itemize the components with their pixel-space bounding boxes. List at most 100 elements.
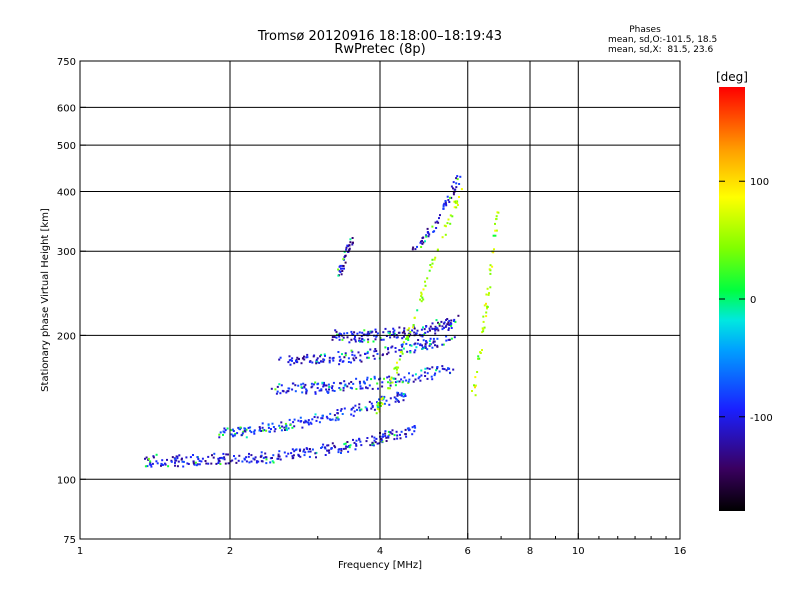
data-point	[260, 451, 263, 454]
data-point	[271, 422, 274, 425]
data-point	[147, 457, 150, 460]
data-point	[353, 337, 356, 340]
data-point	[441, 365, 444, 368]
data-point	[253, 430, 256, 433]
data-point	[341, 338, 344, 341]
data-point	[387, 387, 390, 390]
data-point	[364, 406, 367, 409]
data-point	[352, 382, 355, 385]
data-point	[454, 201, 457, 204]
data-point	[341, 360, 344, 363]
data-point	[409, 331, 412, 333]
data-point	[400, 392, 403, 395]
data-point	[247, 455, 250, 458]
data-point	[278, 450, 281, 453]
data-point	[437, 321, 439, 324]
data-point	[444, 200, 447, 202]
data-point	[371, 435, 374, 438]
data-point	[343, 356, 346, 359]
data-point	[387, 331, 390, 334]
data-point	[366, 350, 369, 353]
data-point	[375, 350, 378, 352]
data-point	[428, 340, 431, 342]
data-point	[426, 372, 429, 375]
data-point	[358, 406, 361, 409]
data-point	[294, 449, 297, 451]
data-point	[207, 462, 210, 465]
data-point	[337, 451, 340, 454]
data-point	[409, 344, 412, 347]
data-point	[353, 331, 356, 334]
data-point	[174, 461, 176, 464]
data-point	[291, 426, 294, 429]
data-point	[343, 250, 346, 253]
data-point	[175, 459, 178, 462]
data-point	[155, 453, 158, 456]
data-point	[350, 361, 352, 364]
data-point	[245, 456, 248, 459]
data-point	[229, 460, 232, 463]
data-point	[393, 332, 396, 335]
data-point	[442, 207, 445, 210]
data-point	[348, 341, 351, 344]
data-point	[340, 449, 343, 452]
data-point	[497, 211, 500, 214]
data-point	[450, 324, 453, 327]
data-point	[343, 407, 346, 410]
data-point	[217, 462, 220, 464]
data-point	[482, 315, 485, 318]
data-point	[245, 436, 248, 439]
data-point	[397, 373, 400, 376]
data-point	[456, 204, 459, 206]
data-point	[160, 464, 162, 467]
data-point	[315, 451, 318, 454]
data-point	[448, 338, 451, 341]
data-point	[411, 329, 414, 332]
data-point	[296, 356, 299, 359]
data-point	[324, 447, 327, 450]
data-point	[395, 336, 398, 339]
data-point	[408, 372, 410, 375]
data-point	[299, 448, 302, 451]
data-point	[274, 428, 277, 430]
data-point	[331, 442, 334, 445]
data-point	[450, 322, 453, 325]
data-point	[270, 387, 273, 390]
data-point	[416, 329, 419, 332]
data-point	[328, 356, 331, 359]
data-point	[473, 384, 475, 387]
data-point	[426, 377, 429, 380]
data-point	[402, 347, 405, 350]
data-point	[253, 458, 256, 461]
data-point	[355, 388, 358, 390]
data-point	[313, 354, 316, 357]
data-point	[267, 423, 270, 426]
data-point	[396, 391, 399, 394]
data-point	[424, 331, 427, 334]
data-point	[360, 360, 363, 363]
data-point	[331, 385, 334, 388]
data-point	[259, 455, 262, 458]
data-point	[370, 378, 373, 381]
data-point	[146, 465, 149, 468]
data-point	[400, 378, 403, 381]
data-point	[455, 206, 458, 209]
data-point	[338, 363, 341, 366]
data-point	[355, 377, 358, 380]
data-point	[448, 319, 451, 322]
data-point	[445, 335, 448, 338]
data-point	[285, 427, 288, 430]
data-point	[363, 339, 366, 342]
data-point	[323, 353, 326, 356]
data-point	[313, 416, 316, 418]
data-point	[477, 357, 480, 360]
data-point	[336, 409, 339, 411]
data-point	[223, 431, 226, 434]
data-point	[194, 461, 197, 464]
data-point	[299, 420, 302, 423]
data-point	[320, 360, 323, 363]
y-tick-label: 300	[57, 247, 76, 258]
data-point	[296, 361, 299, 364]
data-point	[402, 335, 405, 338]
